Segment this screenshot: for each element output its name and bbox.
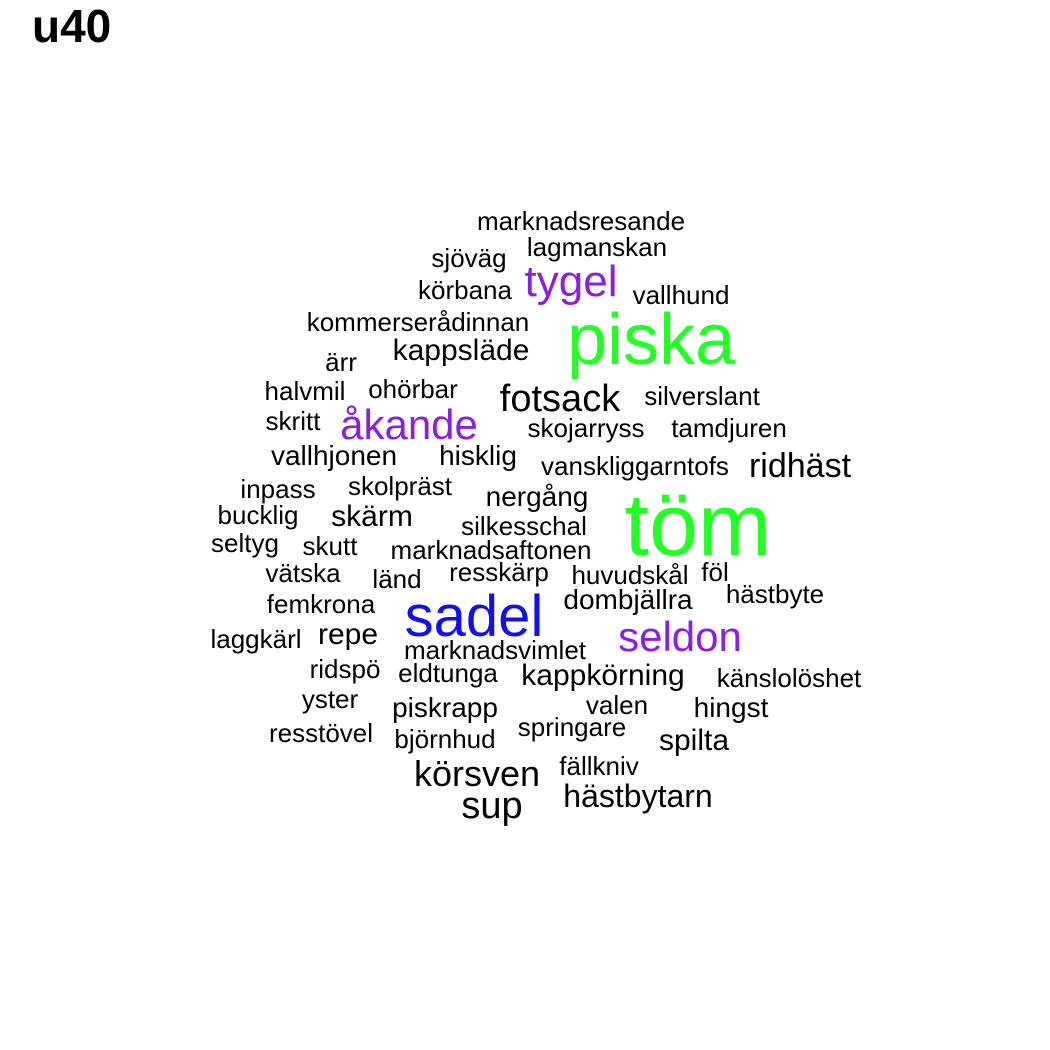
cloud-word: resskärp — [449, 557, 549, 587]
cloud-word: kappkörning — [521, 659, 685, 692]
cloud-word: springare — [517, 712, 627, 742]
cloud-word: åkande — [340, 401, 478, 448]
cloud-word: länd — [372, 564, 422, 594]
cloud-word: repe — [317, 618, 379, 651]
cloud-word: fotsack — [499, 378, 621, 420]
cloud-word: björnhud — [394, 724, 496, 754]
cloud-word: hisklig — [439, 440, 517, 471]
cloud-word: föl — [701, 557, 729, 587]
cloud-word: marknadsresande — [476, 206, 686, 236]
cloud-word: marknadsaftonen — [390, 535, 592, 565]
cloud-word: valen — [585, 690, 649, 720]
cloud-word: tamdjuren — [671, 413, 787, 443]
cloud-word: töm — [624, 475, 772, 574]
cloud-word: seltyg — [211, 528, 279, 558]
cloud-word: yster — [301, 684, 359, 714]
cloud-word: eldtunga — [398, 658, 498, 688]
cloud-word: kommerserådinnan — [306, 307, 530, 337]
cloud-word: nergång — [485, 481, 589, 512]
cloud-word: marknadsvimlet — [403, 635, 587, 665]
cloud-word: hingst — [693, 692, 769, 723]
cloud-word: tygel — [524, 257, 618, 306]
cloud-word: hästbyte — [725, 579, 825, 609]
cloud-word: vätska — [265, 558, 341, 588]
cloud-word: hästbytarn — [563, 778, 713, 814]
cloud-word: ridhäst — [748, 447, 852, 485]
cloud-word: spilta — [658, 724, 730, 757]
cloud-word: kappsläde — [392, 334, 530, 367]
cloud-word: skutt — [302, 531, 358, 561]
cloud-word: piskrapp — [392, 692, 498, 723]
cloud-word: skojarryss — [527, 413, 645, 443]
cloud-word: sup — [461, 785, 523, 827]
cloud-word: silkesschal — [461, 511, 587, 541]
cloud-word: dombjällra — [563, 584, 693, 615]
cloud-word: känslolöshet — [716, 663, 862, 693]
cloud-word: skärm — [331, 500, 413, 533]
cloud-word: inpass — [240, 474, 316, 504]
cloud-word: körbana — [418, 275, 512, 305]
cloud-word: vallhund — [632, 280, 730, 310]
cloud-word: seldon — [618, 613, 742, 660]
cloud-word: lagmanskan — [526, 232, 668, 262]
cloud-word: piska — [566, 300, 736, 380]
cloud-word: huvudskål — [571, 560, 689, 590]
cloud-word: vallhjonen — [270, 440, 398, 471]
cloud-word: resstövel — [268, 718, 374, 748]
cloud-word: fällkniv — [559, 751, 639, 781]
cloud-word: ridspö — [309, 654, 381, 684]
cloud-word: körsven — [413, 753, 541, 794]
cloud-word: vanskliggarntofs — [541, 451, 729, 481]
cloud-word: halvmil — [264, 376, 346, 406]
cloud-word: laggkärl — [210, 624, 302, 654]
cloud-word: ohörbar — [368, 374, 458, 404]
cloud-word: femkrona — [266, 589, 376, 619]
cloud-word: silverslant — [644, 381, 760, 411]
cloud-word: ärr — [325, 347, 357, 377]
cloud-word: sadel — [404, 584, 544, 649]
cloud-word: sjöväg — [431, 243, 507, 273]
cloud-word: skritt — [265, 406, 321, 436]
cloud-word: skolpräst — [347, 471, 453, 501]
page-title: u40 — [32, 0, 112, 52]
cloud-word: bucklig — [217, 500, 299, 530]
